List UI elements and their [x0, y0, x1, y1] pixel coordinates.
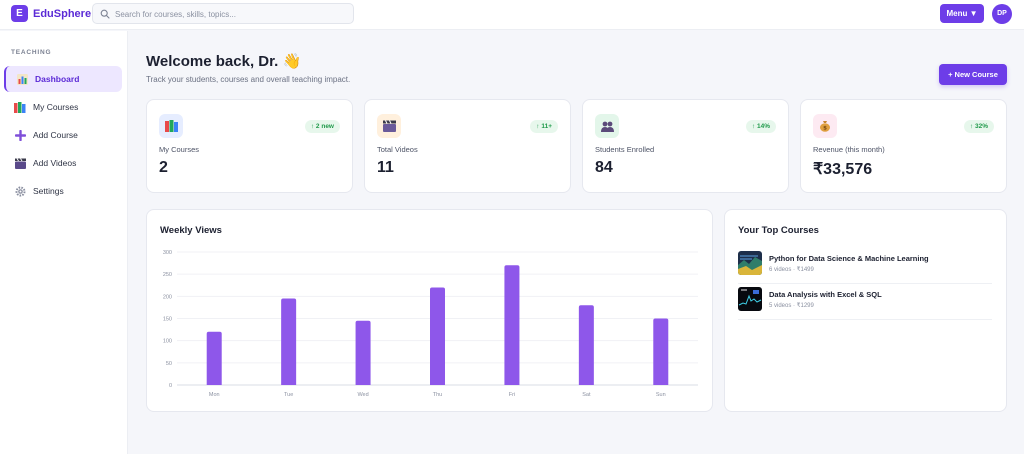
books-icon — [159, 114, 183, 138]
y-tick-label: 50 — [166, 361, 172, 367]
search-box[interactable] — [92, 3, 354, 24]
logo-icon[interactable]: E — [11, 5, 28, 22]
y-tick-label: 250 — [163, 272, 172, 278]
course-thumbnail — [738, 287, 762, 311]
books-icon — [14, 101, 26, 113]
chart-bar-wed[interactable] — [355, 320, 371, 385]
chart-bar-sat[interactable] — [578, 305, 594, 385]
top-courses-card: Your Top Courses Python for Data Science… — [724, 209, 1007, 412]
stat-card-revenue: $ ↑ 32% Revenue (this month) ₹33,576 — [800, 99, 1007, 193]
y-tick-label: 0 — [169, 383, 172, 389]
top-courses-title: Your Top Courses — [738, 225, 819, 236]
menu-label: Menu ▼ — [946, 9, 978, 18]
course-thumbnail — [738, 251, 762, 275]
sidebar-item-label: My Courses — [33, 102, 79, 112]
status-badge: ↑ 14% — [745, 120, 776, 133]
weekly-views-chart: 0 50 100 150 200 250 300 Mon Tue Wed Thu Fri Sat Sun — [163, 250, 698, 398]
clapper-icon — [14, 157, 26, 169]
gear-icon — [14, 185, 26, 197]
stat-card-total-videos: ↑ 11+ Total Videos 11 — [364, 99, 571, 193]
page-subtitle: Track your students, courses and overall… — [146, 75, 351, 84]
page-title: Welcome back, Dr. 👋 — [146, 53, 302, 70]
x-tick-label: Sun — [656, 392, 666, 398]
divider — [738, 283, 992, 284]
y-tick-label: 150 — [163, 317, 172, 323]
x-tick-label: Wed — [357, 392, 368, 398]
clapper-icon — [377, 114, 401, 138]
chart-bar-fri[interactable] — [504, 265, 520, 385]
search-icon — [100, 9, 110, 19]
stat-value: 11 — [377, 159, 394, 176]
course-meta: 5 videos · ₹1299 — [769, 303, 814, 309]
status-badge: ↑ 32% — [963, 120, 994, 133]
stat-card-students-enrolled: ↑ 14% Students Enrolled 84 — [582, 99, 789, 193]
new-course-label: + New Course — [948, 70, 998, 79]
course-name: Data Analysis with Excel & SQL — [769, 290, 882, 299]
students-icon — [595, 114, 619, 138]
brand-name[interactable]: EduSphere — [33, 8, 92, 20]
y-tick-label: 100 — [163, 339, 172, 345]
x-tick-label: Thu — [433, 392, 442, 398]
x-tick-label: Tue — [284, 392, 293, 398]
sidebar-item-add-videos[interactable]: Add Videos — [4, 150, 122, 176]
chart-title: Weekly Views — [160, 225, 222, 236]
sidebar-item-label: Add Videos — [33, 158, 77, 168]
menu-button[interactable]: Menu ▼ — [940, 4, 984, 23]
stat-value: 2 — [159, 159, 168, 176]
search-input[interactable] — [115, 7, 345, 21]
stat-card-my-courses: ↑ 2 new My Courses 2 — [146, 99, 353, 193]
chart-bar-thu[interactable] — [430, 287, 445, 385]
list-item[interactable]: Python for Data Science & Machine Learni… — [738, 251, 992, 285]
avatar[interactable]: DP — [992, 4, 1012, 24]
top-bar: E EduSphere Menu ▼ DP — [0, 0, 1024, 30]
stat-label: My Courses — [159, 145, 200, 154]
status-badge: ↑ 2 new — [304, 120, 340, 133]
y-tick-label: 200 — [163, 294, 172, 300]
svg-text:$: $ — [823, 126, 827, 132]
x-tick-label: Mon — [209, 392, 220, 398]
stat-label: Students Enrolled — [595, 145, 655, 154]
sidebar-item-my-courses[interactable]: My Courses — [4, 94, 122, 120]
sidebar: TEACHING Dashboard My Courses Add Course… — [0, 31, 128, 454]
chart-bar-mon[interactable] — [206, 331, 222, 385]
chart-bar-tue[interactable] — [281, 298, 297, 385]
new-course-button[interactable]: + New Course — [939, 64, 1007, 85]
plus-icon — [14, 129, 26, 141]
y-tick-label: 300 — [163, 250, 172, 256]
sidebar-item-label: Add Course — [33, 130, 78, 140]
sidebar-item-add-course[interactable]: Add Course — [4, 122, 122, 148]
x-tick-label: Fri — [509, 392, 515, 398]
x-tick-label: Sat — [582, 392, 591, 398]
sidebar-item-settings[interactable]: Settings — [4, 178, 122, 204]
sidebar-section-label: TEACHING — [11, 49, 52, 56]
list-item[interactable]: Data Analysis with Excel & SQL 5 videos … — [738, 287, 992, 321]
sidebar-item-dashboard[interactable]: Dashboard — [4, 66, 122, 92]
stat-label: Revenue (this month) — [813, 145, 885, 154]
stat-label: Total Videos — [377, 145, 418, 154]
stat-value: ₹33,576 — [813, 161, 873, 178]
bar-chart-icon — [16, 73, 28, 85]
sidebar-item-label: Settings — [33, 186, 64, 196]
status-badge: ↑ 11+ — [530, 120, 558, 133]
course-meta: 6 videos · ₹1499 — [769, 267, 814, 273]
money-bag-icon: $ — [813, 114, 837, 138]
sidebar-item-label: Dashboard — [35, 74, 80, 84]
divider — [738, 319, 992, 320]
course-name: Python for Data Science & Machine Learni… — [769, 254, 929, 263]
chart-bar-sun[interactable] — [653, 318, 669, 386]
weekly-views-card: Weekly Views 0 50 100 150 200 250 300 Mon Tue Wed… — [146, 209, 713, 412]
stat-value: 84 — [595, 159, 613, 176]
